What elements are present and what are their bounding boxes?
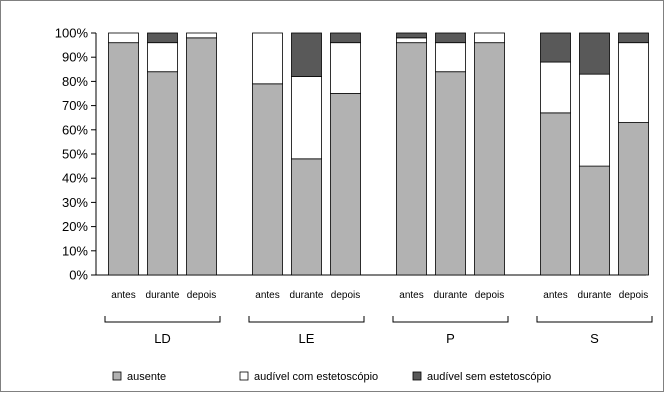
bar-segment-2-1-s2 bbox=[252, 32, 283, 85]
legend-label: ausente bbox=[127, 371, 166, 383]
bar-segment-1-1-s1 bbox=[108, 42, 139, 276]
bar-segment-2-3-s2 bbox=[330, 42, 361, 94]
y-tick-label: 20% bbox=[62, 219, 88, 234]
x-category-label: antes bbox=[111, 290, 135, 301]
bar-segment-4-3-s3 bbox=[618, 32, 649, 44]
x-category-label: depois bbox=[475, 290, 504, 301]
bar-segment-4-2-s2 bbox=[579, 73, 610, 167]
y-tick-label: 0% bbox=[69, 268, 88, 283]
x-category-label: durante bbox=[146, 290, 180, 301]
legend-swatch bbox=[412, 371, 422, 381]
group-label: S bbox=[590, 331, 599, 346]
x-category-label: depois bbox=[619, 290, 648, 301]
bar-segment-2-2-s1 bbox=[291, 158, 322, 276]
bar-segment-4-3-s1 bbox=[618, 122, 649, 276]
bar-segment-1-3-s2 bbox=[186, 32, 217, 39]
legend-label: audível com estetoscópio bbox=[254, 371, 378, 383]
bar-segment-3-3-s1 bbox=[474, 42, 505, 276]
y-tick-label: 60% bbox=[62, 122, 88, 137]
x-category-label: depois bbox=[331, 290, 360, 301]
y-tick-label: 30% bbox=[62, 195, 88, 210]
bar-segment-3-3-s2 bbox=[474, 32, 505, 44]
x-category-label: durante bbox=[578, 290, 612, 301]
y-tick-label: 80% bbox=[62, 74, 88, 89]
bar-segment-2-3-s3 bbox=[330, 32, 361, 44]
bar-segment-2-2-s2 bbox=[291, 76, 322, 160]
bar-segment-3-2-s3 bbox=[435, 32, 466, 44]
bar-segment-1-2-s3 bbox=[147, 32, 178, 44]
legend-label: audível sem estetoscópio bbox=[427, 371, 551, 383]
bar-segment-2-2-s3 bbox=[291, 32, 322, 77]
group-label: LD bbox=[154, 331, 171, 346]
group-bracket bbox=[392, 316, 509, 323]
bar-segment-1-3-s1 bbox=[186, 37, 217, 276]
x-category-label: depois bbox=[187, 290, 216, 301]
bar-segment-1-2-s1 bbox=[147, 71, 178, 276]
y-tick-label: 10% bbox=[62, 243, 88, 258]
bar-segment-1-1-s2 bbox=[108, 32, 139, 44]
group-bracket bbox=[248, 316, 365, 323]
y-tick-label: 40% bbox=[62, 171, 88, 186]
y-tick-label: 50% bbox=[62, 147, 88, 162]
y-tick-label: 90% bbox=[62, 50, 88, 65]
y-tick-label: 70% bbox=[62, 98, 88, 113]
bar-segment-3-1-s2 bbox=[396, 37, 427, 44]
x-category-label: antes bbox=[543, 290, 567, 301]
x-category-label: durante bbox=[434, 290, 468, 301]
bar-segment-4-1-s2 bbox=[540, 61, 571, 114]
legend-swatch bbox=[112, 371, 122, 381]
bar-segment-3-1-s3 bbox=[396, 32, 427, 39]
group-bracket bbox=[536, 316, 653, 323]
bar-segment-4-2-s1 bbox=[579, 165, 610, 276]
group-bracket bbox=[104, 316, 221, 323]
bar-segment-4-1-s3 bbox=[540, 32, 571, 63]
group-label: LE bbox=[299, 331, 315, 346]
bar-segment-1-2-s2 bbox=[147, 42, 178, 73]
x-category-label: antes bbox=[399, 290, 423, 301]
group-label: P bbox=[446, 331, 455, 346]
bar-segment-4-2-s3 bbox=[579, 32, 610, 75]
bar-segment-2-1-s1 bbox=[252, 83, 283, 276]
bar-segment-2-3-s1 bbox=[330, 93, 361, 276]
bar-segment-4-1-s1 bbox=[540, 112, 571, 276]
x-category-label: durante bbox=[290, 290, 324, 301]
bar-segment-3-1-s1 bbox=[396, 42, 427, 276]
bar-segment-3-2-s1 bbox=[435, 71, 466, 276]
y-tick-label: 100% bbox=[55, 26, 89, 41]
bar-segment-4-3-s2 bbox=[618, 42, 649, 123]
x-category-label: antes bbox=[255, 290, 279, 301]
legend-swatch bbox=[239, 371, 249, 381]
bar-segment-3-2-s2 bbox=[435, 42, 466, 73]
